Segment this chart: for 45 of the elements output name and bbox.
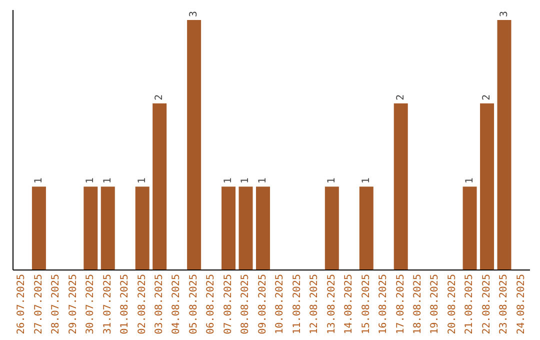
data-label: 2 (482, 94, 493, 100)
data-label: 1 (464, 178, 476, 184)
x-tick-label: 03.08.2025 (154, 274, 165, 334)
x-tick-label: 20.08.2025 (446, 274, 458, 334)
data-label: 1 (223, 178, 234, 184)
x-tick-label: 07.08.2025 (222, 274, 234, 334)
x-tick-label: 06.08.2025 (206, 274, 217, 334)
x-tick-label: 04.08.2025 (171, 274, 182, 334)
x-tick-label: 13.08.2025 (326, 274, 338, 334)
x-tick-label: 11.08.2025 (292, 274, 303, 334)
data-label: 1 (33, 178, 44, 184)
x-tick-label: 24.08.2025 (516, 274, 527, 334)
data-label: 1 (85, 178, 96, 184)
x-tick-label: 19.08.2025 (430, 274, 441, 334)
x-tick-label: 31.07.2025 (102, 274, 114, 334)
x-tick-label: 14.08.2025 (344, 274, 355, 334)
x-tick-label: 22.08.2025 (481, 274, 492, 334)
data-label: 2 (395, 94, 406, 100)
x-tick-label: 17.08.2025 (395, 274, 406, 334)
x-tick-label: 18.08.2025 (412, 274, 424, 334)
data-label: 2 (154, 94, 166, 100)
x-tick-label: 30.07.2025 (85, 274, 96, 334)
data-label: 1 (136, 178, 148, 184)
data-label: 1 (257, 178, 268, 184)
data-label: 1 (360, 178, 372, 184)
data-label: 1 (326, 178, 338, 184)
x-tick-label: 02.08.2025 (136, 274, 148, 334)
x-tick-label: 29.07.2025 (68, 274, 79, 334)
data-label: 1 (102, 178, 114, 184)
x-tick-label: 15.08.2025 (360, 274, 372, 334)
data-label: 3 (188, 10, 200, 17)
x-tick-label: 09.08.2025 (257, 274, 268, 334)
data-label: 1 (240, 178, 252, 184)
x-tick-label: 23.08.2025 (498, 274, 510, 334)
x-tick-label: 08.08.2025 (240, 274, 252, 334)
x-tick-label: 10.08.2025 (274, 274, 286, 334)
data-label: 3 (498, 10, 510, 17)
x-tick-label: 21.08.2025 (464, 274, 476, 334)
x-tick-label: 16.08.2025 (378, 274, 390, 334)
x-tick-label: 05.08.2025 (188, 274, 200, 334)
x-tick-label: 27.07.2025 (33, 274, 44, 334)
x-tick-label: 28.07.2025 (50, 274, 62, 334)
x-tick-label: 26.07.2025 (16, 274, 28, 334)
x-tick-label: 12.08.2025 (309, 274, 320, 334)
x-tick-label: 01.08.2025 (120, 274, 131, 334)
